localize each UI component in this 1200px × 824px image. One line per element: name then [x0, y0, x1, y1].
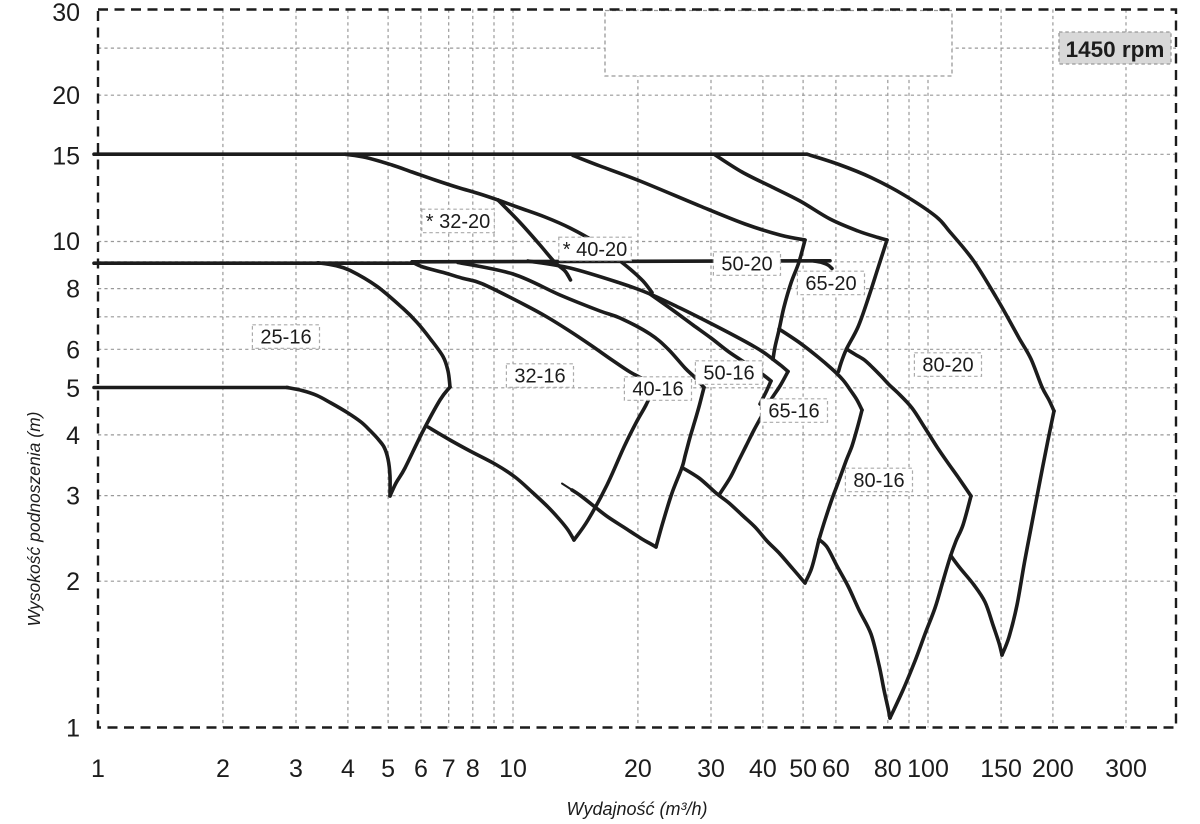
svg-text:100: 100 [907, 755, 949, 783]
svg-text:80-16: 80-16 [853, 470, 904, 492]
svg-text:300: 300 [1105, 755, 1147, 783]
svg-text:20: 20 [52, 82, 80, 110]
svg-text:1: 1 [66, 715, 80, 743]
svg-text:6: 6 [66, 337, 80, 365]
svg-text:7: 7 [442, 755, 456, 783]
svg-text:65-20: 65-20 [805, 273, 856, 295]
svg-text:8: 8 [466, 755, 480, 783]
svg-text:2: 2 [216, 755, 230, 783]
svg-text:25-16: 25-16 [260, 327, 311, 349]
svg-text:* 40-20: * 40-20 [563, 239, 628, 261]
svg-text:3: 3 [289, 755, 303, 783]
svg-text:10: 10 [52, 228, 80, 256]
svg-text:10: 10 [499, 755, 527, 783]
svg-text:60: 60 [822, 755, 850, 783]
svg-text:32-16: 32-16 [514, 366, 565, 388]
svg-text:50-16: 50-16 [703, 363, 754, 385]
svg-text:20: 20 [624, 755, 652, 783]
svg-text:2: 2 [66, 568, 80, 596]
svg-text:5: 5 [381, 755, 395, 783]
svg-text:3: 3 [66, 483, 80, 511]
svg-text:1: 1 [91, 755, 105, 783]
svg-text:80-20: 80-20 [922, 355, 973, 377]
svg-text:Wysokość podnoszenia (m): Wysokość podnoszenia (m) [24, 412, 44, 627]
svg-text:1450 rpm: 1450 rpm [1066, 37, 1165, 62]
svg-text:* 32-20: * 32-20 [426, 211, 491, 233]
svg-text:80: 80 [874, 755, 902, 783]
svg-text:150: 150 [980, 755, 1022, 783]
svg-text:30: 30 [52, 0, 80, 27]
svg-text:4: 4 [341, 755, 355, 783]
svg-text:50-20: 50-20 [721, 254, 772, 276]
svg-text:6: 6 [414, 755, 428, 783]
svg-text:Wydajność (m³/h): Wydajność (m³/h) [566, 799, 707, 819]
svg-text:200: 200 [1032, 755, 1074, 783]
svg-text:8: 8 [66, 276, 80, 304]
svg-text:4: 4 [66, 422, 80, 450]
svg-text:40-16: 40-16 [632, 379, 683, 401]
svg-text:30: 30 [697, 755, 725, 783]
svg-text:5: 5 [66, 375, 80, 403]
svg-text:15: 15 [52, 143, 80, 171]
svg-text:65-16: 65-16 [768, 401, 819, 423]
svg-text:40: 40 [749, 755, 777, 783]
svg-text:50: 50 [789, 755, 817, 783]
